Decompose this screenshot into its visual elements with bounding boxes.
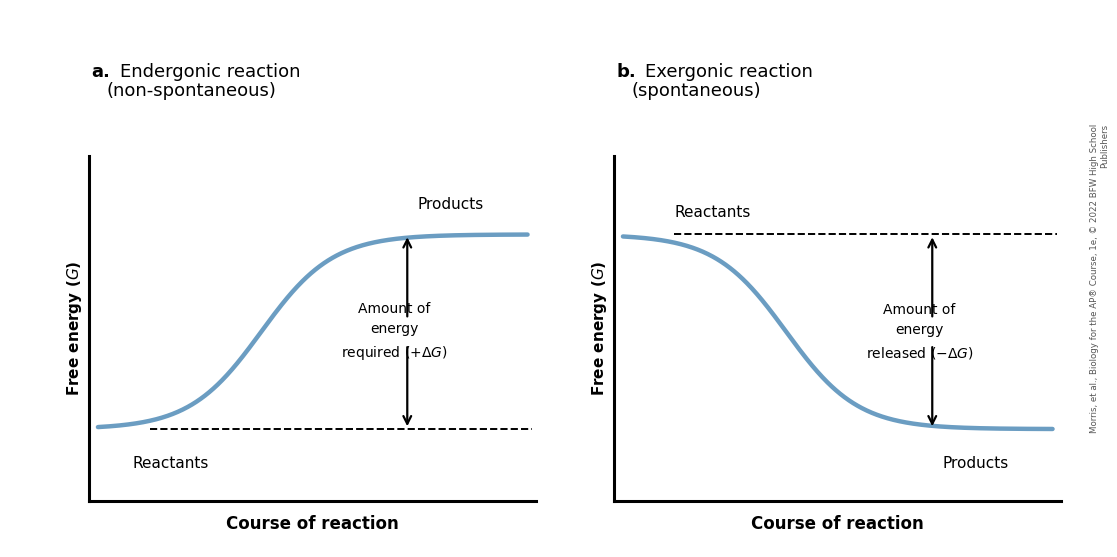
Text: (spontaneous): (spontaneous) <box>631 82 761 100</box>
Text: Products: Products <box>942 456 1009 471</box>
Text: Exergonic reaction: Exergonic reaction <box>645 63 812 81</box>
Text: Reactants: Reactants <box>132 456 209 471</box>
Y-axis label: Free energy ($\it{G}$): Free energy ($\it{G}$) <box>65 261 84 397</box>
Text: (non-spontaneous): (non-spontaneous) <box>106 82 276 100</box>
Text: Morris, et al., Biology for the AP® Course, 1e, © 2022 BFW High School
Publisher: Morris, et al., Biology for the AP® Cour… <box>1090 124 1109 433</box>
Text: a.: a. <box>92 63 111 81</box>
Y-axis label: Free energy ($\it{G}$): Free energy ($\it{G}$) <box>590 261 609 397</box>
X-axis label: Course of reaction: Course of reaction <box>752 515 924 533</box>
Text: Amount of
energy
required (+$\Delta$$\it{G}$): Amount of energy required (+$\Delta$$\it… <box>341 301 448 362</box>
X-axis label: Course of reaction: Course of reaction <box>227 515 399 533</box>
Text: Endergonic reaction: Endergonic reaction <box>120 63 300 81</box>
Text: b.: b. <box>617 63 637 81</box>
Text: Amount of
energy
released ($-$$\Delta$$\it{G}$): Amount of energy released ($-$$\Delta$$\… <box>866 302 973 361</box>
Text: Reactants: Reactants <box>675 205 751 220</box>
Text: Products: Products <box>417 198 484 212</box>
